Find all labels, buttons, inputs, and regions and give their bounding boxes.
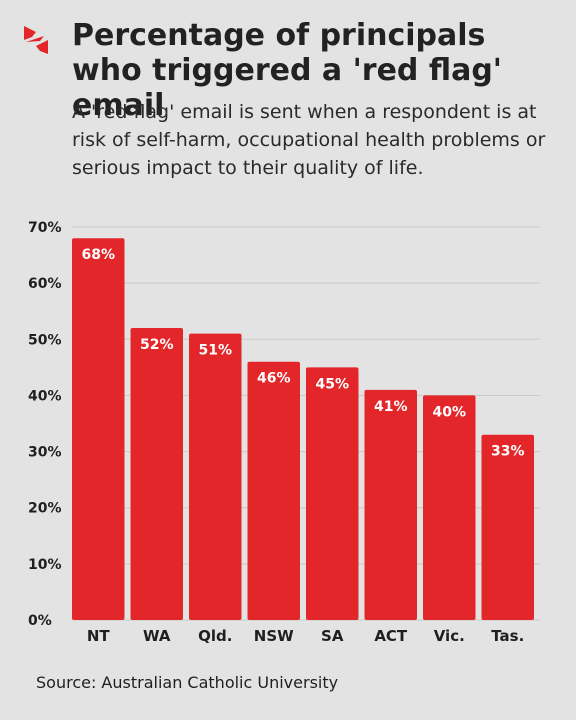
data-label: 40% [432,404,466,420]
y-tick-label: 30% [28,445,62,461]
y-tick-label: 70% [28,220,62,236]
bar-wa [130,328,183,620]
x-tick-label: NSW [254,627,294,645]
x-tick-label: Vic. [434,627,465,645]
data-label: 51% [198,343,232,359]
data-labels-layer: 68% 52% 51% 46% 45% 41% 40% 33% [81,247,524,460]
source-note: Source: Australian Catholic University [36,673,339,692]
x-axis-ticks: NT WA Qld. NSW SA ACT Vic. Tas. [87,627,524,645]
bars-layer [72,238,534,620]
bar-act [364,389,417,620]
y-tick-label: 0% [28,613,52,629]
bar-nt [72,238,125,620]
bar-tas [481,434,534,620]
x-tick-label: Qld. [198,627,232,645]
y-tick-label: 60% [28,276,62,292]
red-flag-logo-icon [24,26,48,54]
y-tick-label: 40% [28,388,62,404]
y-tick-label: 50% [28,332,62,348]
bar-nsw [247,361,300,620]
data-label: 68% [81,247,115,263]
data-label: 33% [491,444,525,460]
data-label: 41% [374,399,408,415]
bar-vic [423,395,476,620]
chart-subtitle: A 'red flag' email is sent when a respon… [72,101,546,179]
x-tick-label: NT [87,627,111,645]
x-tick-label: SA [321,627,344,645]
y-axis-ticks: 0% 10% 20% 30% 40% 50% 60% 70% [28,220,62,629]
x-tick-label: ACT [374,627,408,645]
bar-qld [189,333,242,620]
bar-chart: 0% 10% 20% 30% 40% 50% 60% 70% 68% 52% 51% 46% 45% 4… [28,220,540,645]
x-tick-label: Tas. [491,627,524,645]
y-tick-label: 10% [28,557,62,573]
bar-sa [306,367,359,620]
x-tick-label: WA [143,627,171,645]
y-tick-label: 20% [28,501,62,517]
data-label: 52% [140,337,174,353]
data-label: 46% [257,371,291,387]
data-label: 45% [315,376,349,392]
chart-title: Percentage of principals who triggered a… [72,18,502,123]
